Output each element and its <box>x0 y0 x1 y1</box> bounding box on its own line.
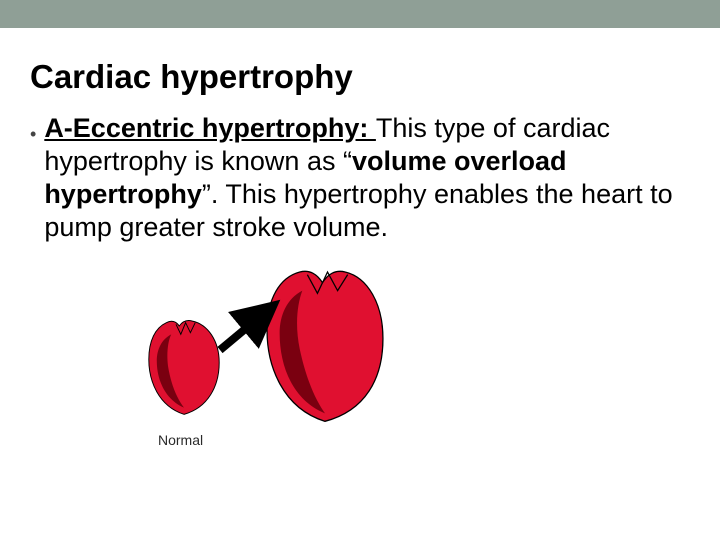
caption-normal: Normal <box>158 432 203 448</box>
slide: Cardiac hypertrophy • A-Eccentric hypert… <box>0 0 720 540</box>
arrow-icon <box>0 0 720 540</box>
